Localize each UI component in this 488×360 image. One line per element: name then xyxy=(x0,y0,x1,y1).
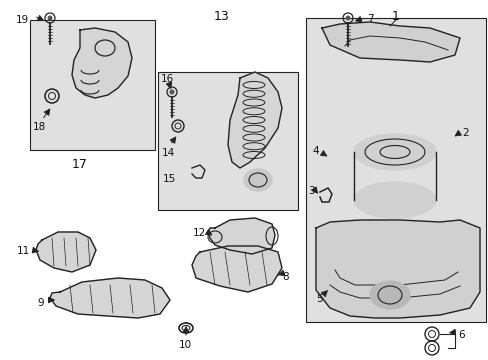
Text: 5: 5 xyxy=(315,294,322,304)
Polygon shape xyxy=(207,218,274,254)
Circle shape xyxy=(345,15,350,21)
Text: 4: 4 xyxy=(311,146,318,156)
Circle shape xyxy=(169,90,174,94)
Polygon shape xyxy=(321,22,459,62)
Polygon shape xyxy=(50,278,170,318)
Text: 3: 3 xyxy=(307,186,314,196)
Ellipse shape xyxy=(369,281,409,309)
Ellipse shape xyxy=(353,134,435,170)
Text: 19: 19 xyxy=(16,15,29,25)
Text: 13: 13 xyxy=(214,10,229,23)
Bar xyxy=(158,72,297,210)
Polygon shape xyxy=(227,72,282,168)
Text: 12: 12 xyxy=(192,228,205,238)
Text: 16: 16 xyxy=(161,74,174,84)
Polygon shape xyxy=(192,246,282,292)
Ellipse shape xyxy=(244,169,271,191)
Ellipse shape xyxy=(353,182,435,218)
Text: 9: 9 xyxy=(37,298,44,308)
Text: 14: 14 xyxy=(162,148,175,158)
Text: 11: 11 xyxy=(17,246,30,256)
Text: 18: 18 xyxy=(33,122,46,132)
Text: 10: 10 xyxy=(178,340,191,350)
Text: 7: 7 xyxy=(366,14,373,24)
Text: 8: 8 xyxy=(282,272,288,282)
Polygon shape xyxy=(315,220,479,318)
Text: 1: 1 xyxy=(391,10,399,23)
Text: 15: 15 xyxy=(163,174,176,184)
Bar xyxy=(305,18,485,322)
Circle shape xyxy=(47,15,52,21)
Bar xyxy=(30,20,155,150)
Text: 17: 17 xyxy=(72,158,88,171)
Polygon shape xyxy=(72,28,132,98)
Text: 6: 6 xyxy=(457,330,464,340)
Polygon shape xyxy=(36,232,96,272)
Text: 2: 2 xyxy=(461,128,468,138)
